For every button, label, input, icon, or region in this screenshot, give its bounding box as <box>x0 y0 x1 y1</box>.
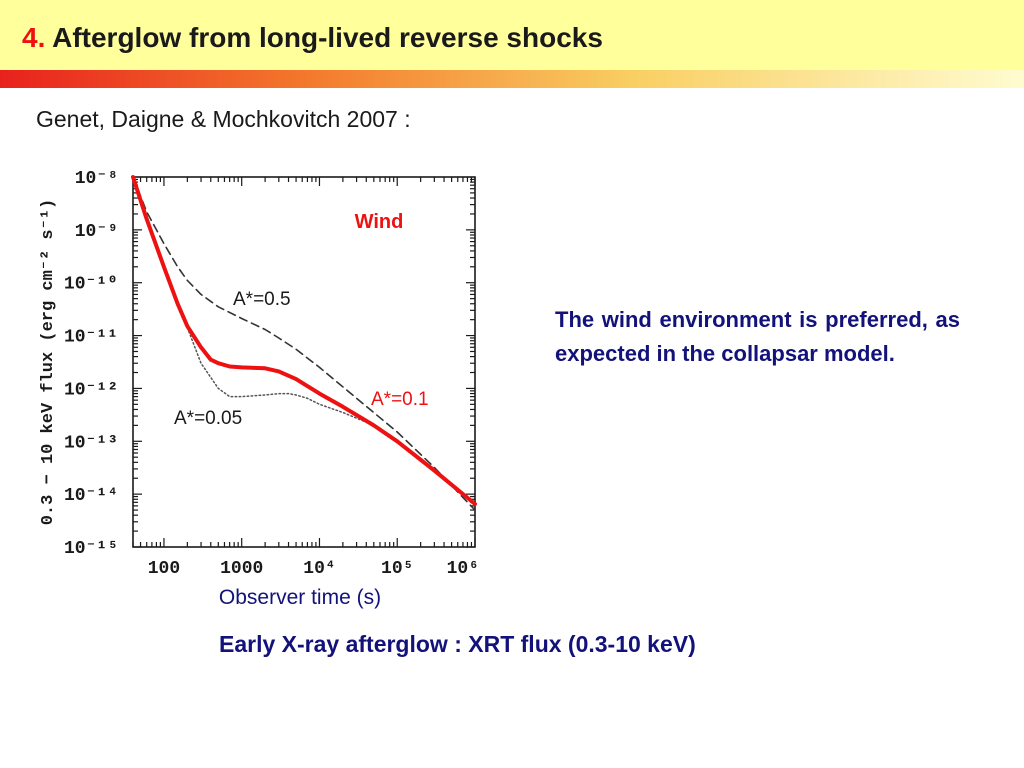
y-tick-label: 10⁻¹⁰ <box>64 275 118 295</box>
chart-series <box>131 175 477 511</box>
title-band: 4. Afterglow from long-lived reverse sho… <box>0 0 1024 70</box>
x-tick-label: 10⁴ <box>303 559 335 579</box>
series-line-solid <box>131 175 477 506</box>
slide-title: 4. Afterglow from long-lived reverse sho… <box>22 22 603 54</box>
title-gradient-rule <box>0 70 1024 88</box>
annotation-a-0-1: A*=0.1 <box>371 389 429 410</box>
axis-tick-labels: 100 1000 10⁴ 10⁵ 10⁶ 10⁻⁸ 10⁻⁹ 10⁻¹⁰ 10⁻¹¹ 10⁻¹² 1… <box>64 169 479 579</box>
y-tick-label: 10⁻¹² <box>64 380 118 400</box>
x-axis-label: Observer time (s) <box>219 586 381 609</box>
x-tick-label: 10⁵ <box>381 559 413 579</box>
y-axis-label: 0.3 − 10 keV flux (erg cm⁻² s⁻¹) <box>39 199 58 526</box>
panel-label-wind: Wind <box>355 211 404 233</box>
annotation-a-0-05: A*=0.05 <box>174 408 242 429</box>
x-tick-label: 100 <box>148 559 180 579</box>
series-line-dashed <box>132 176 476 511</box>
slide-title-number: 4. <box>22 22 46 53</box>
series-line-dotted <box>186 327 398 443</box>
y-tick-label: 10⁻⁹ <box>75 222 118 242</box>
y-tick-label: 10⁻¹³ <box>64 433 118 453</box>
y-tick-label: 10⁻¹¹ <box>64 328 118 348</box>
slide-caption: Early X-ray afterglow : XRT flux (0.3-10… <box>219 631 696 657</box>
x-tick-label: 10⁶ <box>447 559 479 579</box>
slide-title-text: Afterglow from long-lived reverse shocks <box>52 22 603 53</box>
x-tick-label: 1000 <box>220 559 263 579</box>
reference-citation: Genet, Daigne & Mochkovitch 2007 : <box>36 106 411 132</box>
y-tick-label: 10⁻¹⁴ <box>64 486 118 506</box>
axis-ticks <box>132 177 476 548</box>
annotation-a-0-5: A*=0.5 <box>233 289 291 310</box>
y-tick-label: 10⁻⁸ <box>75 169 118 189</box>
chart-frame <box>132 176 476 548</box>
conclusion-note: The wind environment is preferred, as ex… <box>555 307 960 366</box>
y-tick-label: 10⁻¹⁵ <box>64 539 118 559</box>
